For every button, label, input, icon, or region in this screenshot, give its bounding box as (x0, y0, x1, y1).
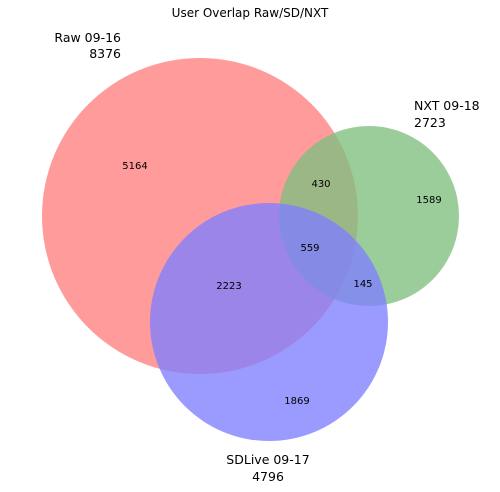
region-all: 559 (300, 243, 319, 254)
diagram-title: User Overlap Raw/SD/NXT (172, 6, 329, 20)
sdlive-set-circle (150, 203, 388, 441)
region-raw-sd: 2223 (216, 281, 241, 292)
nxt-set-name: NXT 09-18 (414, 98, 480, 113)
region-sd-only: 1869 (284, 396, 309, 407)
region-nxt-only: 1589 (416, 195, 441, 206)
raw-set-name: Raw 09-16 (54, 30, 121, 45)
sdlive-set-size: 4796 (252, 469, 284, 484)
raw-set-size: 8376 (89, 46, 121, 61)
sdlive-set-name: SDLive 09-17 (226, 452, 309, 467)
region-nxt-sd: 145 (353, 279, 372, 290)
nxt-set-size: 2723 (414, 115, 446, 130)
region-raw-nxt: 430 (311, 179, 330, 190)
region-raw-only: 5164 (122, 161, 147, 172)
